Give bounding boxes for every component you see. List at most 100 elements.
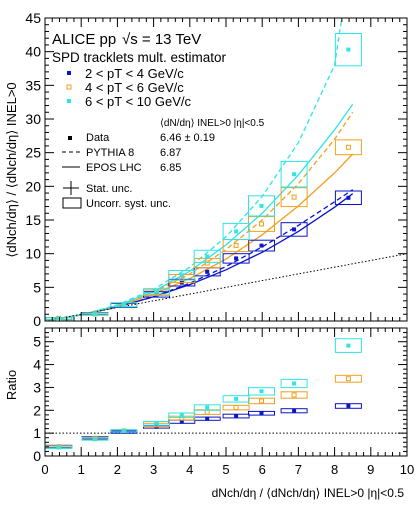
upper-point-s0-p5 [205, 269, 210, 274]
upper-point-s2-p3 [154, 289, 159, 294]
legend-marker-pt1 [67, 71, 71, 75]
upper-syst-box-s0-p6 [222, 253, 250, 264]
epos-lhc-curve-3 [52, 193, 354, 321]
lower-syst-box-s2-p9 [334, 338, 362, 353]
upper-point-s1-p8 [291, 194, 297, 200]
lower-y-tick-label: 1 [33, 425, 41, 441]
upper-syst-box-s0-p7 [248, 239, 275, 252]
upper-syst-box-s2-p4 [168, 270, 196, 281]
legend-label-data: Data [86, 132, 110, 144]
upper-point-s1-p5 [204, 260, 210, 266]
lower-point-s2-p1 [93, 437, 97, 442]
upper-y-tick-label: 20 [25, 178, 41, 194]
upper-syst-box-s1-p8 [280, 187, 308, 208]
legend-syst-box [62, 197, 82, 209]
upper-point-s2-p2 [121, 302, 126, 307]
x-tick-label: 9 [367, 462, 374, 477]
legend-value-data: 6.46 ± 0.19 [160, 132, 215, 144]
pt-legend: 2 < pT < 4 GeV/c 4 < pT < 6 GeV/c 6 < pT… [66, 66, 191, 109]
lower-point-s1-p9 [345, 376, 351, 382]
legend-label-pt1: 2 < pT < 4 GeV/c [85, 66, 184, 81]
x-tick-label: 4 [186, 462, 193, 477]
experiment-label: ALICE pp [52, 31, 116, 48]
upper-syst-box-s0-p8 [280, 222, 308, 237]
lower-point-s0-p8 [292, 408, 297, 413]
legend-label-pt2: 4 < pT < 6 GeV/c [85, 80, 184, 95]
lower-point-s2-p6 [234, 396, 239, 401]
x-tick-label: 1 [78, 462, 85, 477]
lower-syst-box-s1-p7 [248, 397, 275, 405]
lower-y-tick-label: 3 [33, 379, 41, 395]
lower-point-s0-p9 [346, 403, 351, 408]
lower-point-s2-p2 [121, 428, 126, 433]
lower-point-s1-p8 [291, 392, 297, 398]
lower-point-s2-p5 [205, 405, 210, 410]
lower-syst-box-s2-p5 [193, 404, 221, 411]
x-tick-label: 0 [41, 462, 48, 477]
upper-syst-box-s2-p7 [248, 195, 275, 217]
legend-column-header: ⟨dN/dη⟩ INEL>0 |η|<0.5 [160, 118, 265, 129]
epos-lhc-curve-4 [52, 153, 354, 321]
upper-syst-box-s1-p9 [334, 139, 362, 156]
upper-point-s0-p9 [346, 195, 351, 200]
upper-y-tick-label: 45 [25, 10, 41, 26]
lower-point-s2-p3 [154, 421, 159, 426]
upper-y-tick-label: 35 [25, 77, 41, 93]
upper-y-tick-label: 40 [25, 44, 41, 60]
lower-syst-box-s0-p9 [334, 403, 362, 409]
upper-y-tick-label: 15 [25, 212, 41, 228]
upper-syst-box-s2-p6 [222, 222, 250, 241]
upper-point-s2-p9 [346, 47, 351, 52]
lower-syst-box-s2-p7 [248, 387, 275, 396]
lower-syst-box-s1-p9 [334, 374, 362, 383]
lower-point-s2-p9 [346, 343, 351, 348]
lower-point-s1-p6 [233, 405, 239, 410]
lower-syst-box-s1-p8 [280, 391, 308, 399]
x-tick-label: 6 [259, 462, 266, 477]
upper-syst-box-s1-p7 [248, 216, 275, 232]
lower-y-tick-label: 0 [33, 448, 41, 464]
upper-y-axis-title: ⟨dNch/dη⟩ / ⟨dNch/dη⟩ INEL>0 [4, 82, 19, 257]
upper-y-tick-label: 10 [25, 246, 41, 262]
legend-label-stat: Stat. unc. [86, 183, 132, 195]
upper-syst-box-s1-p5 [193, 257, 221, 269]
upper-y-tick-label: 30 [25, 111, 41, 127]
legend-marker-pt2 [66, 84, 72, 90]
x-tick-label: 2 [114, 462, 121, 477]
lower-point-s0-p5 [205, 416, 210, 421]
lower-point-s0-p6 [234, 414, 239, 418]
x-tick-label: 5 [222, 462, 229, 477]
x-tick-label: 3 [150, 462, 157, 477]
legend-value-epos: 6.85 [160, 162, 181, 174]
upper-point-s2-p5 [205, 254, 210, 259]
x-axis-title: dNch/dη / ⟨dNch/dη⟩ INEL>0 |η|<0.5 [212, 486, 405, 500]
lower-y-tick-label: 5 [33, 334, 41, 350]
lower-syst-box-s2-p8 [280, 378, 308, 389]
upper-point-s2-p6 [234, 229, 239, 234]
lower-point-s2-p0 [56, 445, 61, 450]
lower-syst-box-s2-p4 [168, 412, 196, 419]
upper-syst-box-s2-p9 [334, 33, 362, 67]
source-legend: ⟨dN/dη⟩ INEL>0 |η|<0.5 Data 6.46 ± 0.19 … [62, 118, 265, 210]
upper-point-s0-p8 [292, 227, 297, 232]
lower-y-axis-title: Ratio [4, 370, 19, 400]
upper-syst-box-s2-p3 [143, 288, 170, 295]
lower-y-tick-label: 4 [33, 357, 41, 373]
lower-syst-box-s2-p6 [222, 395, 250, 403]
upper-y-tick-label: 25 [25, 145, 41, 161]
legend-label-syst: Uncorr. syst. unc. [86, 198, 171, 210]
upper-point-s2-p7 [259, 203, 264, 208]
lower-point-s1-p7 [259, 398, 264, 404]
upper-syst-box-s0-p9 [334, 190, 362, 205]
legend-label-epos: EPOS LHC [86, 162, 142, 174]
upper-syst-box-s2-p8 [280, 160, 308, 188]
upper-point-s1-p9 [345, 144, 351, 150]
x-tick-label: 7 [295, 462, 302, 477]
legend-marker-pt3 [67, 99, 71, 103]
lower-point-s0-p4 [179, 419, 184, 424]
pythia-8-curve-0 [52, 189, 354, 321]
upper-point-s2-p0 [56, 316, 61, 321]
lower-y-tick-label: 2 [33, 402, 41, 418]
